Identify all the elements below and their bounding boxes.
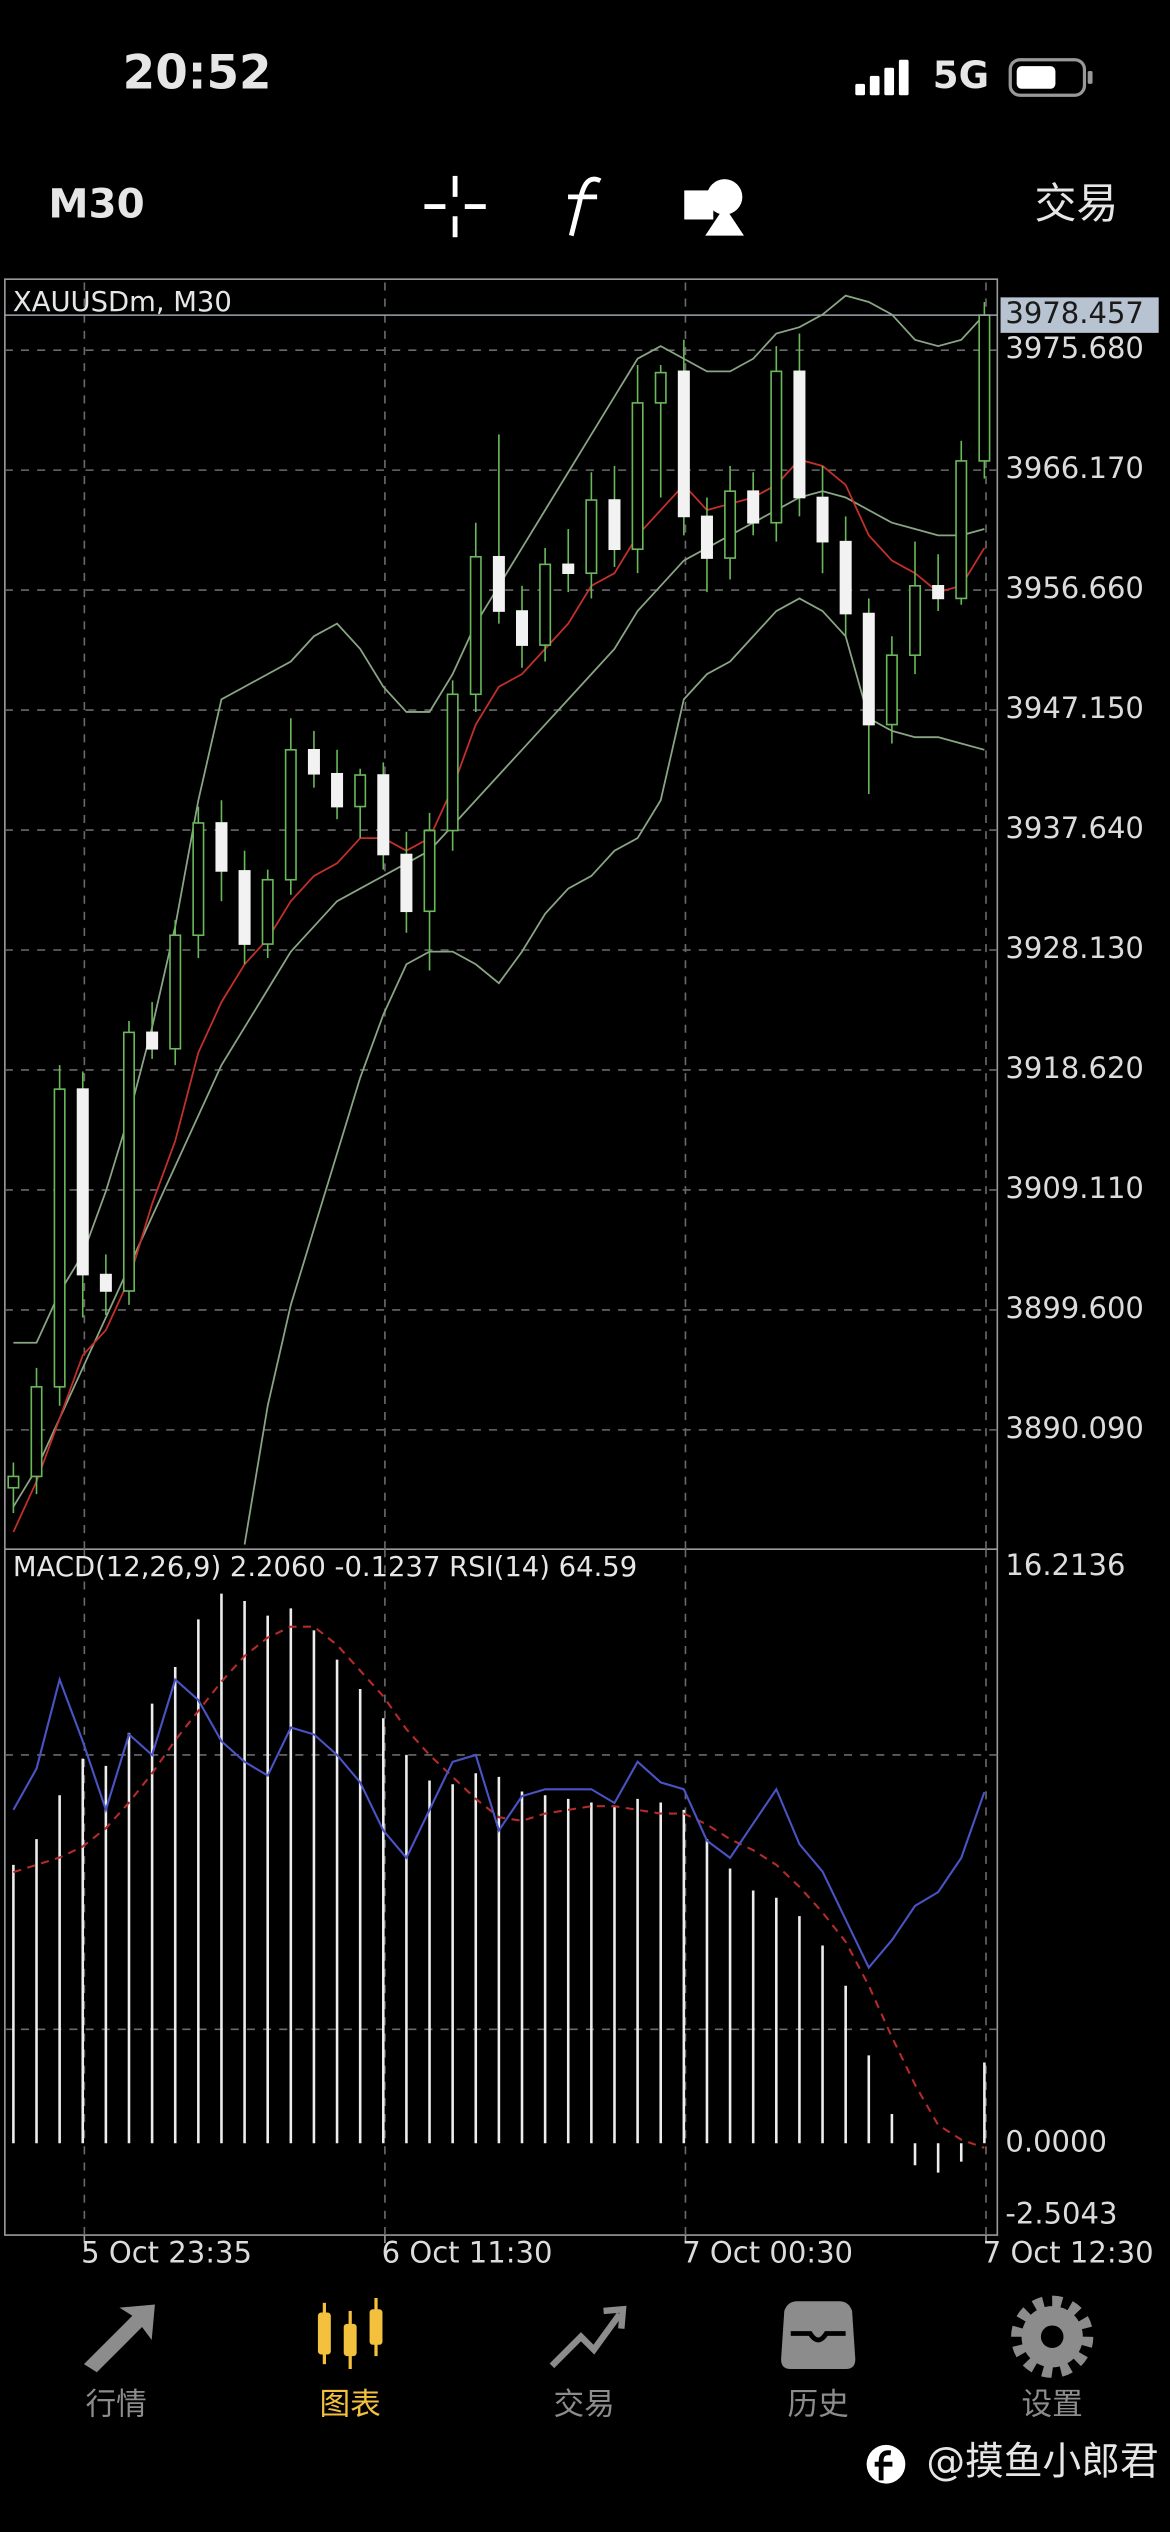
candle-body [53, 1088, 66, 1388]
candle-body [76, 1088, 89, 1276]
candle-body [816, 496, 829, 543]
bottom-nav: 行情 图表 交易 历史 设置 [86, 2388, 1083, 2423]
candle-body [539, 563, 552, 646]
chart-icon[interactable] [317, 2298, 383, 2370]
candle-body [955, 460, 968, 600]
candle-body [492, 555, 505, 612]
chart-title: XAUUSDm, M30 [13, 287, 232, 318]
candle-body [122, 1031, 135, 1292]
x-tick-label: 6 Oct 11:30 [382, 2235, 553, 2269]
x-tick-label: 7 Oct 00:30 [682, 2235, 853, 2269]
indicator-pane [4, 1549, 998, 2236]
nav-item[interactable]: 历史 [788, 2388, 849, 2423]
candle-body [99, 1273, 112, 1292]
candle-body [423, 829, 436, 913]
candle-body [192, 822, 205, 937]
candle-body [654, 371, 667, 404]
candle-body [354, 774, 367, 808]
signal-icon [855, 59, 909, 96]
candle-body [608, 499, 621, 551]
candle-body [770, 370, 783, 524]
status-time: 20:52 [123, 46, 272, 100]
candle-body [747, 490, 760, 524]
candle-body [238, 870, 251, 945]
candle-body [839, 540, 852, 615]
y-tick-label: 0.0000 [1005, 2124, 1107, 2158]
y-tick-label: 3890.090 [1005, 1411, 1144, 1445]
watermark: @摸鱼小郎君 [926, 2440, 1158, 2485]
indicator-title: MACD(12,26,9) 2.2060 -0.1237 RSI(14) 64.… [13, 1552, 637, 1583]
candle-body [562, 563, 575, 574]
y-tick-label: 3966.170 [1005, 451, 1144, 485]
timeframe-button[interactable]: M30 [48, 181, 144, 228]
nav-item[interactable]: 设置 [1022, 2388, 1083, 2423]
candle-body [169, 934, 182, 1050]
y-tick-label: 3899.600 [1005, 1291, 1144, 1325]
y-tick-label: 3947.150 [1005, 691, 1144, 725]
nav-item[interactable]: 图表 [320, 2388, 381, 2423]
axes: 5 Oct 23:35 6 Oct 11:30 7 Oct 00:30 7 Oct 1… [4, 296, 1159, 2269]
trade-button[interactable]: 交易 [1034, 179, 1118, 228]
candle-body [469, 555, 482, 696]
candle-body [631, 402, 644, 551]
y-tick-label: -2.5043 [1005, 2197, 1117, 2231]
y-tick-label: 3956.660 [1005, 571, 1144, 605]
indicators-button[interactable] [568, 176, 602, 237]
candle-body [30, 1386, 43, 1478]
crosshair-button[interactable] [424, 175, 486, 238]
candle-body [446, 693, 459, 832]
signal-line [13, 1625, 985, 2149]
candle-body [700, 515, 713, 559]
candle-body [885, 654, 898, 726]
network-label: 5G [933, 54, 989, 97]
candle-body [909, 584, 922, 656]
watermark-icon [866, 2444, 906, 2484]
chart-frame [4, 278, 999, 2236]
x-tick-label: 5 Oct 23:35 [81, 2235, 252, 2269]
nav-item[interactable]: 行情 [86, 2388, 147, 2423]
candle-body [377, 774, 390, 856]
y-tick-label: 3928.130 [1005, 931, 1144, 965]
trade-icon[interactable] [549, 2305, 627, 2369]
candle-body [724, 490, 737, 559]
y-tick-label: 3975.680 [1005, 331, 1144, 365]
nav-item[interactable]: 交易 [554, 2388, 615, 2423]
overlay-line [243, 597, 985, 1545]
price-pane [4, 282, 998, 1550]
settings-icon[interactable] [1011, 2295, 1094, 2378]
candle-body [215, 822, 228, 872]
x-tick-label: 7 Oct 12:30 [983, 2235, 1154, 2269]
candle-body [400, 853, 413, 913]
candle-body [261, 878, 274, 945]
current-price-box [1000, 297, 1159, 333]
candle-body [793, 370, 806, 499]
candle-body [331, 772, 344, 808]
candle-body [862, 612, 875, 726]
objects-button[interactable] [684, 179, 744, 236]
quotes-icon[interactable] [83, 2304, 155, 2373]
candle-body [515, 610, 529, 646]
candle-body [146, 1031, 159, 1050]
y-tick-label: 3909.110 [1005, 1171, 1144, 1205]
candle-body [307, 748, 320, 775]
candle-body [7, 1475, 20, 1489]
candle-body [932, 584, 945, 600]
candle-body [284, 748, 297, 881]
candle-body [585, 499, 598, 574]
y-tick-label: 3918.620 [1005, 1051, 1144, 1085]
current-price-label: 3978.457 [1005, 296, 1144, 330]
y-tick-label: 3937.640 [1005, 811, 1144, 845]
rsi-line [12, 1676, 986, 1970]
battery-icon [1008, 58, 1093, 97]
history-icon[interactable] [781, 2301, 856, 2370]
candle-body [978, 314, 991, 462]
y-tick-label: 16.2136 [1005, 1548, 1125, 1582]
candle-body [677, 370, 690, 518]
